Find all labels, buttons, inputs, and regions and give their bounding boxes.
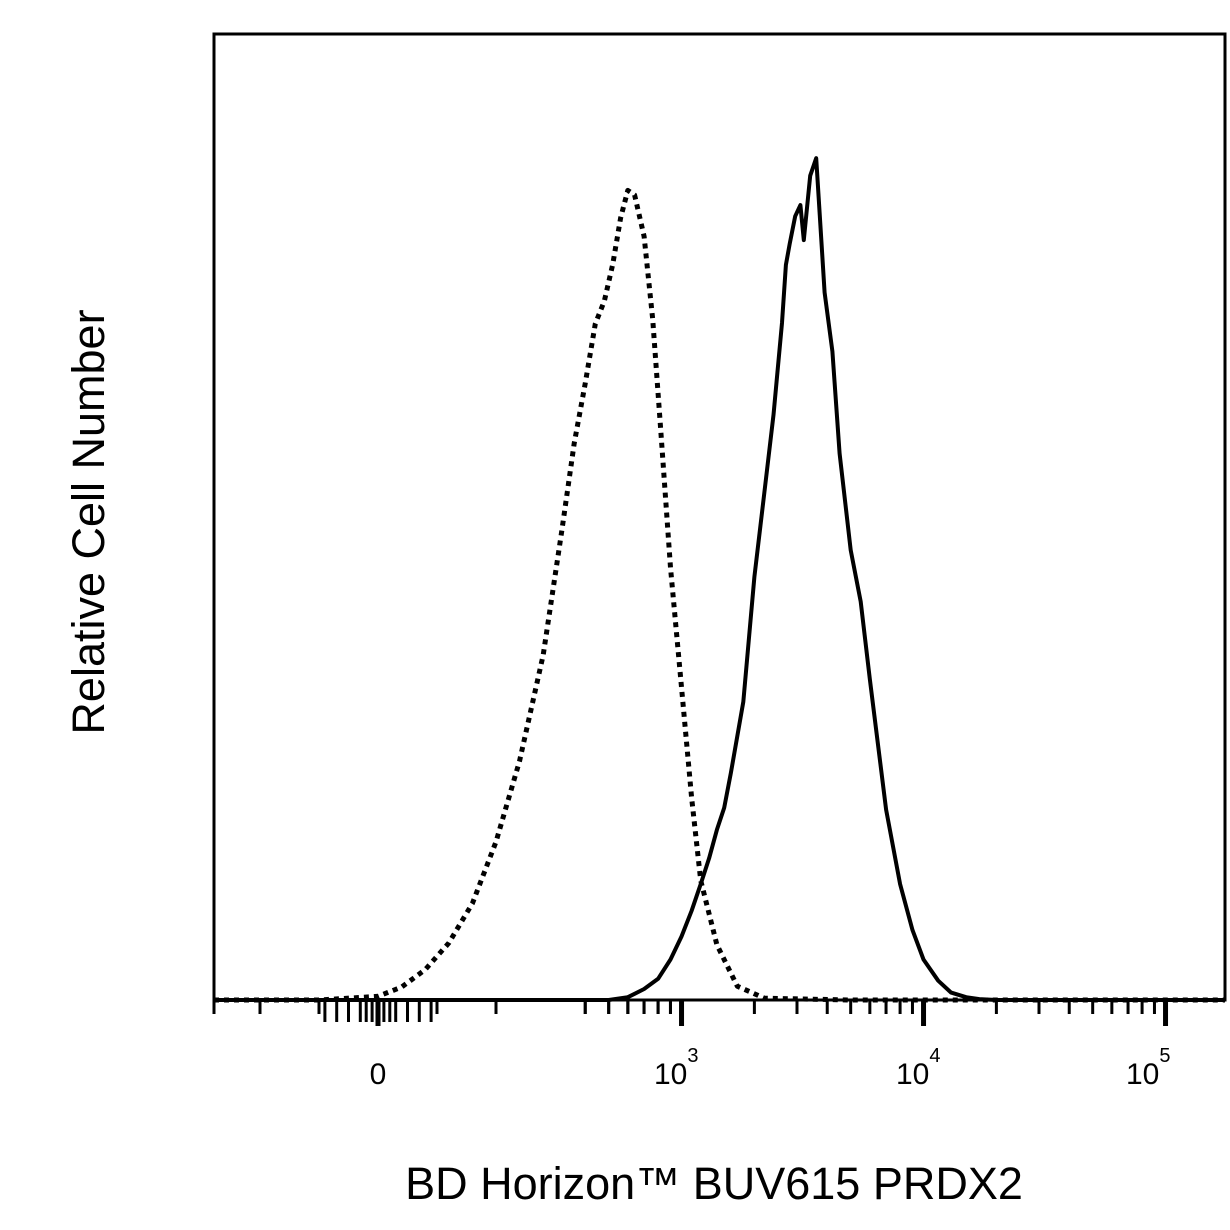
x-tick-label-1e4: 104 xyxy=(896,1045,941,1091)
x-tick-label-1e3: 103 xyxy=(654,1045,699,1091)
series-layer xyxy=(214,156,1225,1003)
x-axis-title: BD Horizon™ BUV615 PRDX2 xyxy=(405,1158,1023,1209)
x-major-ticks xyxy=(375,1000,1169,1026)
x-tick-label-0: 0 xyxy=(370,1058,387,1091)
x-minor-ticks xyxy=(212,1000,1156,1022)
y-axis-title: Relative Cell Number xyxy=(63,309,114,734)
series-dotted-line xyxy=(214,187,1225,1003)
plot-frame xyxy=(212,32,1227,1002)
x-tick-label-1e5: 105 xyxy=(1126,1045,1171,1091)
series-solid-line xyxy=(214,156,1225,1002)
